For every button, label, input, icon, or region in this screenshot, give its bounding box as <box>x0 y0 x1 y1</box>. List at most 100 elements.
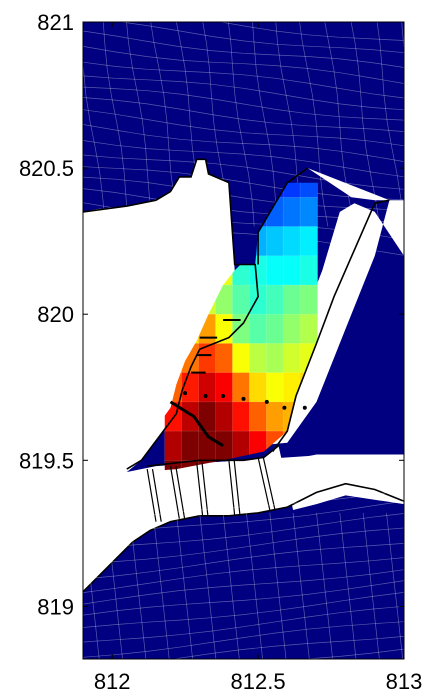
mesh-line <box>105 512 123 659</box>
heatmap-cell <box>249 401 268 432</box>
pier <box>151 469 162 522</box>
mesh-line <box>83 543 404 580</box>
y-tick-label: 820 <box>37 302 74 327</box>
heatmap-cell <box>265 401 285 432</box>
y-tick-label: 819.5 <box>19 448 74 473</box>
mesh-line <box>83 489 404 525</box>
heatmap-cell <box>215 372 234 403</box>
heatmap-cell <box>282 343 302 374</box>
mesh-line <box>83 569 404 605</box>
heatmap-cell <box>232 401 251 432</box>
heatmap-cell <box>181 430 200 462</box>
heatmap-cell <box>265 226 285 257</box>
mesh-line <box>222 512 240 659</box>
mesh-line <box>401 22 404 56</box>
heatmap-cell <box>181 459 200 472</box>
mesh-line <box>176 512 193 659</box>
axes-frame <box>82 21 405 660</box>
heatmap-cell <box>282 226 302 257</box>
land-south <box>83 454 404 592</box>
mesh-line <box>83 500 404 537</box>
heatmap-cell <box>299 226 318 257</box>
mesh-line <box>246 512 263 659</box>
mesh-line <box>301 648 404 659</box>
pier <box>228 460 236 516</box>
y-tick-label: 821 <box>37 10 74 35</box>
mesh-line <box>83 86 404 121</box>
y-ticks: 821 820.5 820 819.5 819 <box>19 10 404 619</box>
mesh-line <box>410 513 428 671</box>
heatmap-cell <box>215 430 234 462</box>
heatmap-cell <box>181 401 200 432</box>
mesh-line <box>316 512 334 659</box>
mesh-line <box>350 22 381 227</box>
mooring-point <box>203 394 208 398</box>
coastline <box>83 158 404 593</box>
mesh-line <box>171 636 404 659</box>
mesh-line <box>228 22 255 227</box>
mesh-line <box>83 527 404 565</box>
pier <box>201 463 209 516</box>
heatmap-cell <box>299 255 318 286</box>
mesh-line <box>83 61 404 99</box>
heatmap-cell <box>249 372 268 403</box>
mesh-line <box>252 22 278 227</box>
heatmap-cell <box>232 313 251 345</box>
heatmap-cell <box>265 372 285 403</box>
south-sea-mesh <box>83 489 428 671</box>
heatmap-cell <box>282 255 302 286</box>
heatmap-cell <box>282 197 302 228</box>
heatmap-cell <box>282 284 302 316</box>
west-coastline <box>83 158 259 470</box>
mesh-line <box>83 97 404 132</box>
heatmap-cell <box>164 459 183 472</box>
north-channel-west-bank <box>257 167 309 265</box>
pier <box>169 466 180 519</box>
mesh-line <box>129 512 147 659</box>
mesh-line <box>152 512 170 659</box>
x-ticks: 812 812.5 813 <box>94 22 422 694</box>
heatmap-cell <box>249 343 268 374</box>
mesh-line <box>292 512 310 659</box>
land-west <box>83 159 235 473</box>
mesh-line <box>83 166 404 201</box>
heatmap-cell <box>249 313 268 345</box>
pier <box>257 457 271 511</box>
mesh-line <box>83 513 404 550</box>
heatmap-cell <box>198 372 217 403</box>
heatmap-cell <box>299 313 318 345</box>
x-tick-label: 812 <box>94 669 131 694</box>
mesh-line <box>83 621 404 658</box>
mesh-line <box>362 512 380 659</box>
heatmap-cell <box>299 284 318 316</box>
north-channel-east-bank <box>272 199 390 452</box>
inner-breakwater <box>169 400 224 447</box>
heatmap-cell <box>265 284 285 316</box>
mooring-point <box>183 391 188 396</box>
mesh-line <box>83 580 404 616</box>
heatmap-cell <box>282 313 302 345</box>
mesh-line <box>269 512 287 659</box>
mesh-line <box>83 57 106 227</box>
mesh-line <box>376 22 404 227</box>
mesh-line <box>83 124 404 162</box>
heatmap-cell <box>265 343 285 374</box>
mesh-line <box>218 22 404 41</box>
mesh-line <box>83 592 404 628</box>
mesh-line <box>83 154 404 190</box>
mesh-line <box>102 22 129 227</box>
heatmap-cell <box>215 401 234 432</box>
mesh-line <box>126 22 154 227</box>
mesh-line <box>339 512 357 659</box>
mesh-line <box>83 512 100 659</box>
mesh-line <box>299 22 329 227</box>
heatmap-cell <box>232 343 251 374</box>
basin-south-edge <box>147 445 280 467</box>
heatmap-cell <box>215 343 234 374</box>
pier <box>146 469 157 522</box>
mesh-line <box>83 557 404 593</box>
mooring-point <box>221 394 226 398</box>
pier <box>262 457 276 511</box>
x-tick-label: 812.5 <box>231 669 286 694</box>
mesh-line <box>386 512 404 659</box>
